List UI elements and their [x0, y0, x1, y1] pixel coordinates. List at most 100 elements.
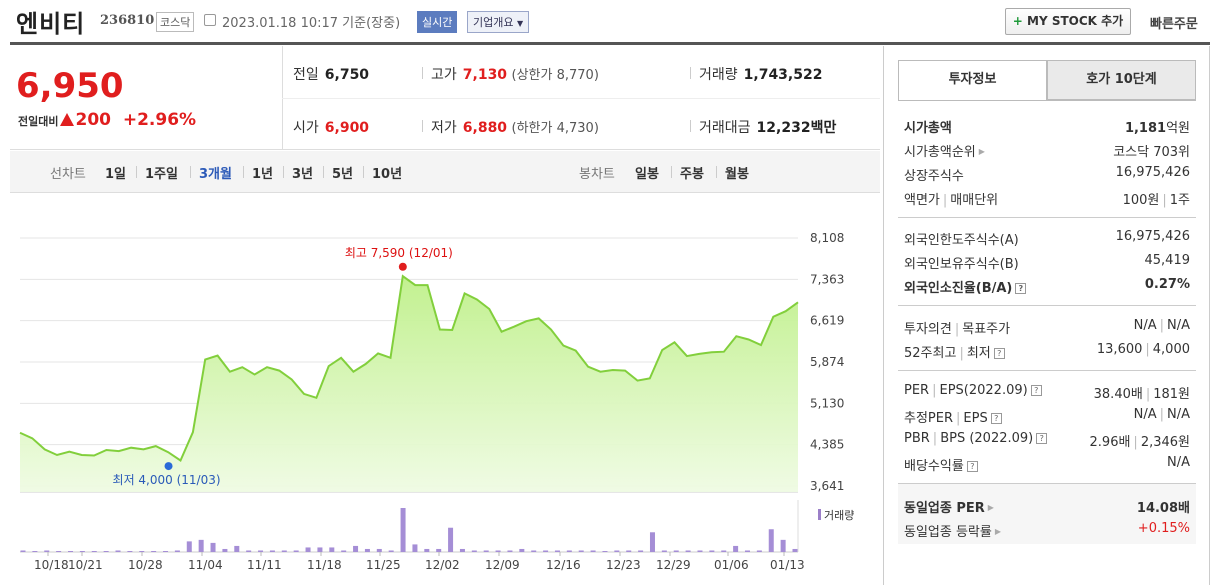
volume-bar: [341, 550, 347, 552]
volume-bar: [222, 548, 228, 552]
tab-3m[interactable]: 3개월: [199, 167, 232, 182]
volume-bar: [186, 541, 192, 552]
calendar-icon: [204, 14, 216, 26]
volume-bar: [626, 550, 632, 552]
x-tick-label: 12/09: [485, 558, 520, 572]
tab-3y[interactable]: 3년: [292, 167, 314, 182]
volume-bar: [91, 551, 97, 552]
company-overview-dropdown[interactable]: 기업개요 ▼: [467, 11, 530, 33]
help-icon[interactable]: ?: [1015, 283, 1027, 294]
tab-invest-info[interactable]: 투자정보: [898, 60, 1047, 100]
price-tick-label: 6,619: [810, 314, 844, 328]
volume-legend-label: 거래량: [824, 509, 854, 522]
volume-bar: [210, 542, 216, 552]
quick-order-link[interactable]: 빠른주문: [1150, 17, 1198, 32]
up-triangle-icon: [60, 113, 75, 126]
x-tick-label: 01/06: [714, 558, 749, 572]
tab-daily[interactable]: 일봉: [635, 167, 659, 182]
high-price: 고가 7,130 (상한가 8,770): [431, 67, 599, 83]
volume-bar: [32, 551, 38, 552]
price-tick-label: 5,130: [810, 396, 844, 410]
volume-bar: [448, 527, 454, 552]
help-icon[interactable]: ?: [993, 348, 1005, 359]
volume-bar: [721, 550, 727, 552]
volume-bar: [507, 550, 513, 552]
volume-bar: [305, 547, 311, 552]
tab-monthly[interactable]: 월봉: [725, 167, 749, 182]
volume-bar: [578, 550, 584, 552]
volume-legend-swatch: [818, 509, 821, 520]
chart-period-tabs: 선차트 1일 1주일 3개월 1년 3년 5년 10년 봉차트 일봉 주봉 월봉: [10, 151, 880, 193]
sector-rate-row[interactable]: 동일업종 등락률 ▶ +0.15%: [904, 521, 1190, 540]
price-chart-svg: 8,108 7,363 6,619 5,874 5,130 4,385 3,641 최고 7,…: [19, 231, 854, 572]
price-line: [19, 274, 799, 462]
dividend-row: 배당수익률? N/A: [904, 455, 1190, 474]
price-tick-label: 5,874: [810, 355, 844, 369]
help-icon[interactable]: ?: [990, 413, 1002, 424]
x-tick-label: 11/04: [188, 558, 223, 572]
volume-bar: [174, 550, 180, 552]
pbr-bps-row: PBR | BPS (2022.09)? 2.96배 | 2,346원: [904, 431, 1190, 450]
volume-bar: [519, 548, 525, 552]
candle-chart-label: 봉차트: [579, 167, 615, 182]
tab-hoga-10[interactable]: 호가 10단계: [1047, 60, 1196, 100]
volume-bar: [115, 550, 121, 552]
volume-bar: [246, 550, 252, 552]
52week-row: 52주최고 | 최저? 13,600 | 4,000: [904, 342, 1190, 361]
volume-bar: [590, 550, 596, 552]
tab-1y[interactable]: 1년: [252, 167, 274, 182]
chevron-down-icon: ▼: [516, 19, 524, 28]
volume-bar: [103, 551, 109, 552]
volume-bar: [353, 545, 359, 552]
volume-bar: [198, 539, 204, 552]
x-tick-label: 11/11: [247, 558, 282, 572]
volume-bar: [293, 550, 299, 552]
trade-amount: 거래대금 12,232백만: [699, 120, 837, 136]
tab-1d[interactable]: 1일: [105, 167, 127, 182]
x-tick-label: 12/02: [425, 558, 460, 572]
volume-bar: [79, 551, 85, 552]
volume-bar: [364, 548, 370, 552]
price-area: [20, 276, 798, 492]
volume: 거래량 1,743,522: [699, 67, 823, 83]
investment-info-panel: 투자정보 호가 10단계 시가총액 1,181억원 시가총액순위 ▶ 코스닥 70…: [883, 46, 1210, 585]
market-cap-rank-row[interactable]: 시가총액순위 ▶ 코스닥 703위: [904, 145, 1190, 160]
volume-bar: [602, 551, 608, 552]
sector-per-row[interactable]: 동일업종 PER ▶ 14.08배: [904, 501, 1190, 516]
volume-bar: [424, 548, 430, 552]
listed-shares-row: 상장주식수 16,975,426: [904, 165, 1190, 184]
help-icon[interactable]: ?: [1030, 385, 1042, 396]
volume-bar: [436, 548, 442, 552]
per-eps-row: PER | EPS(2022.09)? 38.40배 | 181원: [904, 383, 1190, 402]
volume-bar: [483, 550, 489, 552]
volume-bar: [495, 550, 501, 552]
help-icon[interactable]: ?: [966, 461, 978, 472]
my-stock-add-button[interactable]: + MY STOCK 추가: [1005, 8, 1131, 35]
tab-weekly[interactable]: 주봉: [680, 167, 704, 182]
volume-bar: [412, 544, 418, 552]
help-icon[interactable]: ?: [1036, 433, 1048, 444]
volume-bar: [697, 550, 703, 552]
volume-bar: [709, 550, 715, 552]
low-price: 저가 6,880 (하한가 4,730): [431, 120, 599, 136]
x-tick-label: 12/29: [656, 558, 691, 572]
volume-bar: [20, 550, 26, 552]
volume-bar: [756, 550, 762, 552]
volume-bar: [127, 551, 133, 552]
tab-10y[interactable]: 10년: [372, 167, 403, 182]
price-tick-label: 7,363: [810, 272, 844, 286]
tab-5y[interactable]: 5년: [332, 167, 354, 182]
side-tabs: 투자정보 호가 10단계: [898, 60, 1196, 100]
tab-1w[interactable]: 1주일: [145, 167, 178, 182]
volume-bar: [531, 550, 537, 552]
volume-bar: [638, 550, 644, 552]
realtime-badge[interactable]: 실시간: [417, 11, 458, 33]
max-point-marker: [398, 262, 407, 271]
volume-bar: [614, 550, 620, 552]
max-annotation: 최고 7,590 (12/01): [345, 246, 453, 260]
price-summary: 6,950 전일대비 200 +2.96% 전일 6,750 고가 7,130 (상한…: [10, 46, 880, 150]
volume-bar: [768, 529, 774, 552]
caret-right-icon: ▶: [994, 527, 1002, 536]
foreign-limit-row: 외국인한도주식수(A) 16,975,426: [904, 229, 1190, 248]
